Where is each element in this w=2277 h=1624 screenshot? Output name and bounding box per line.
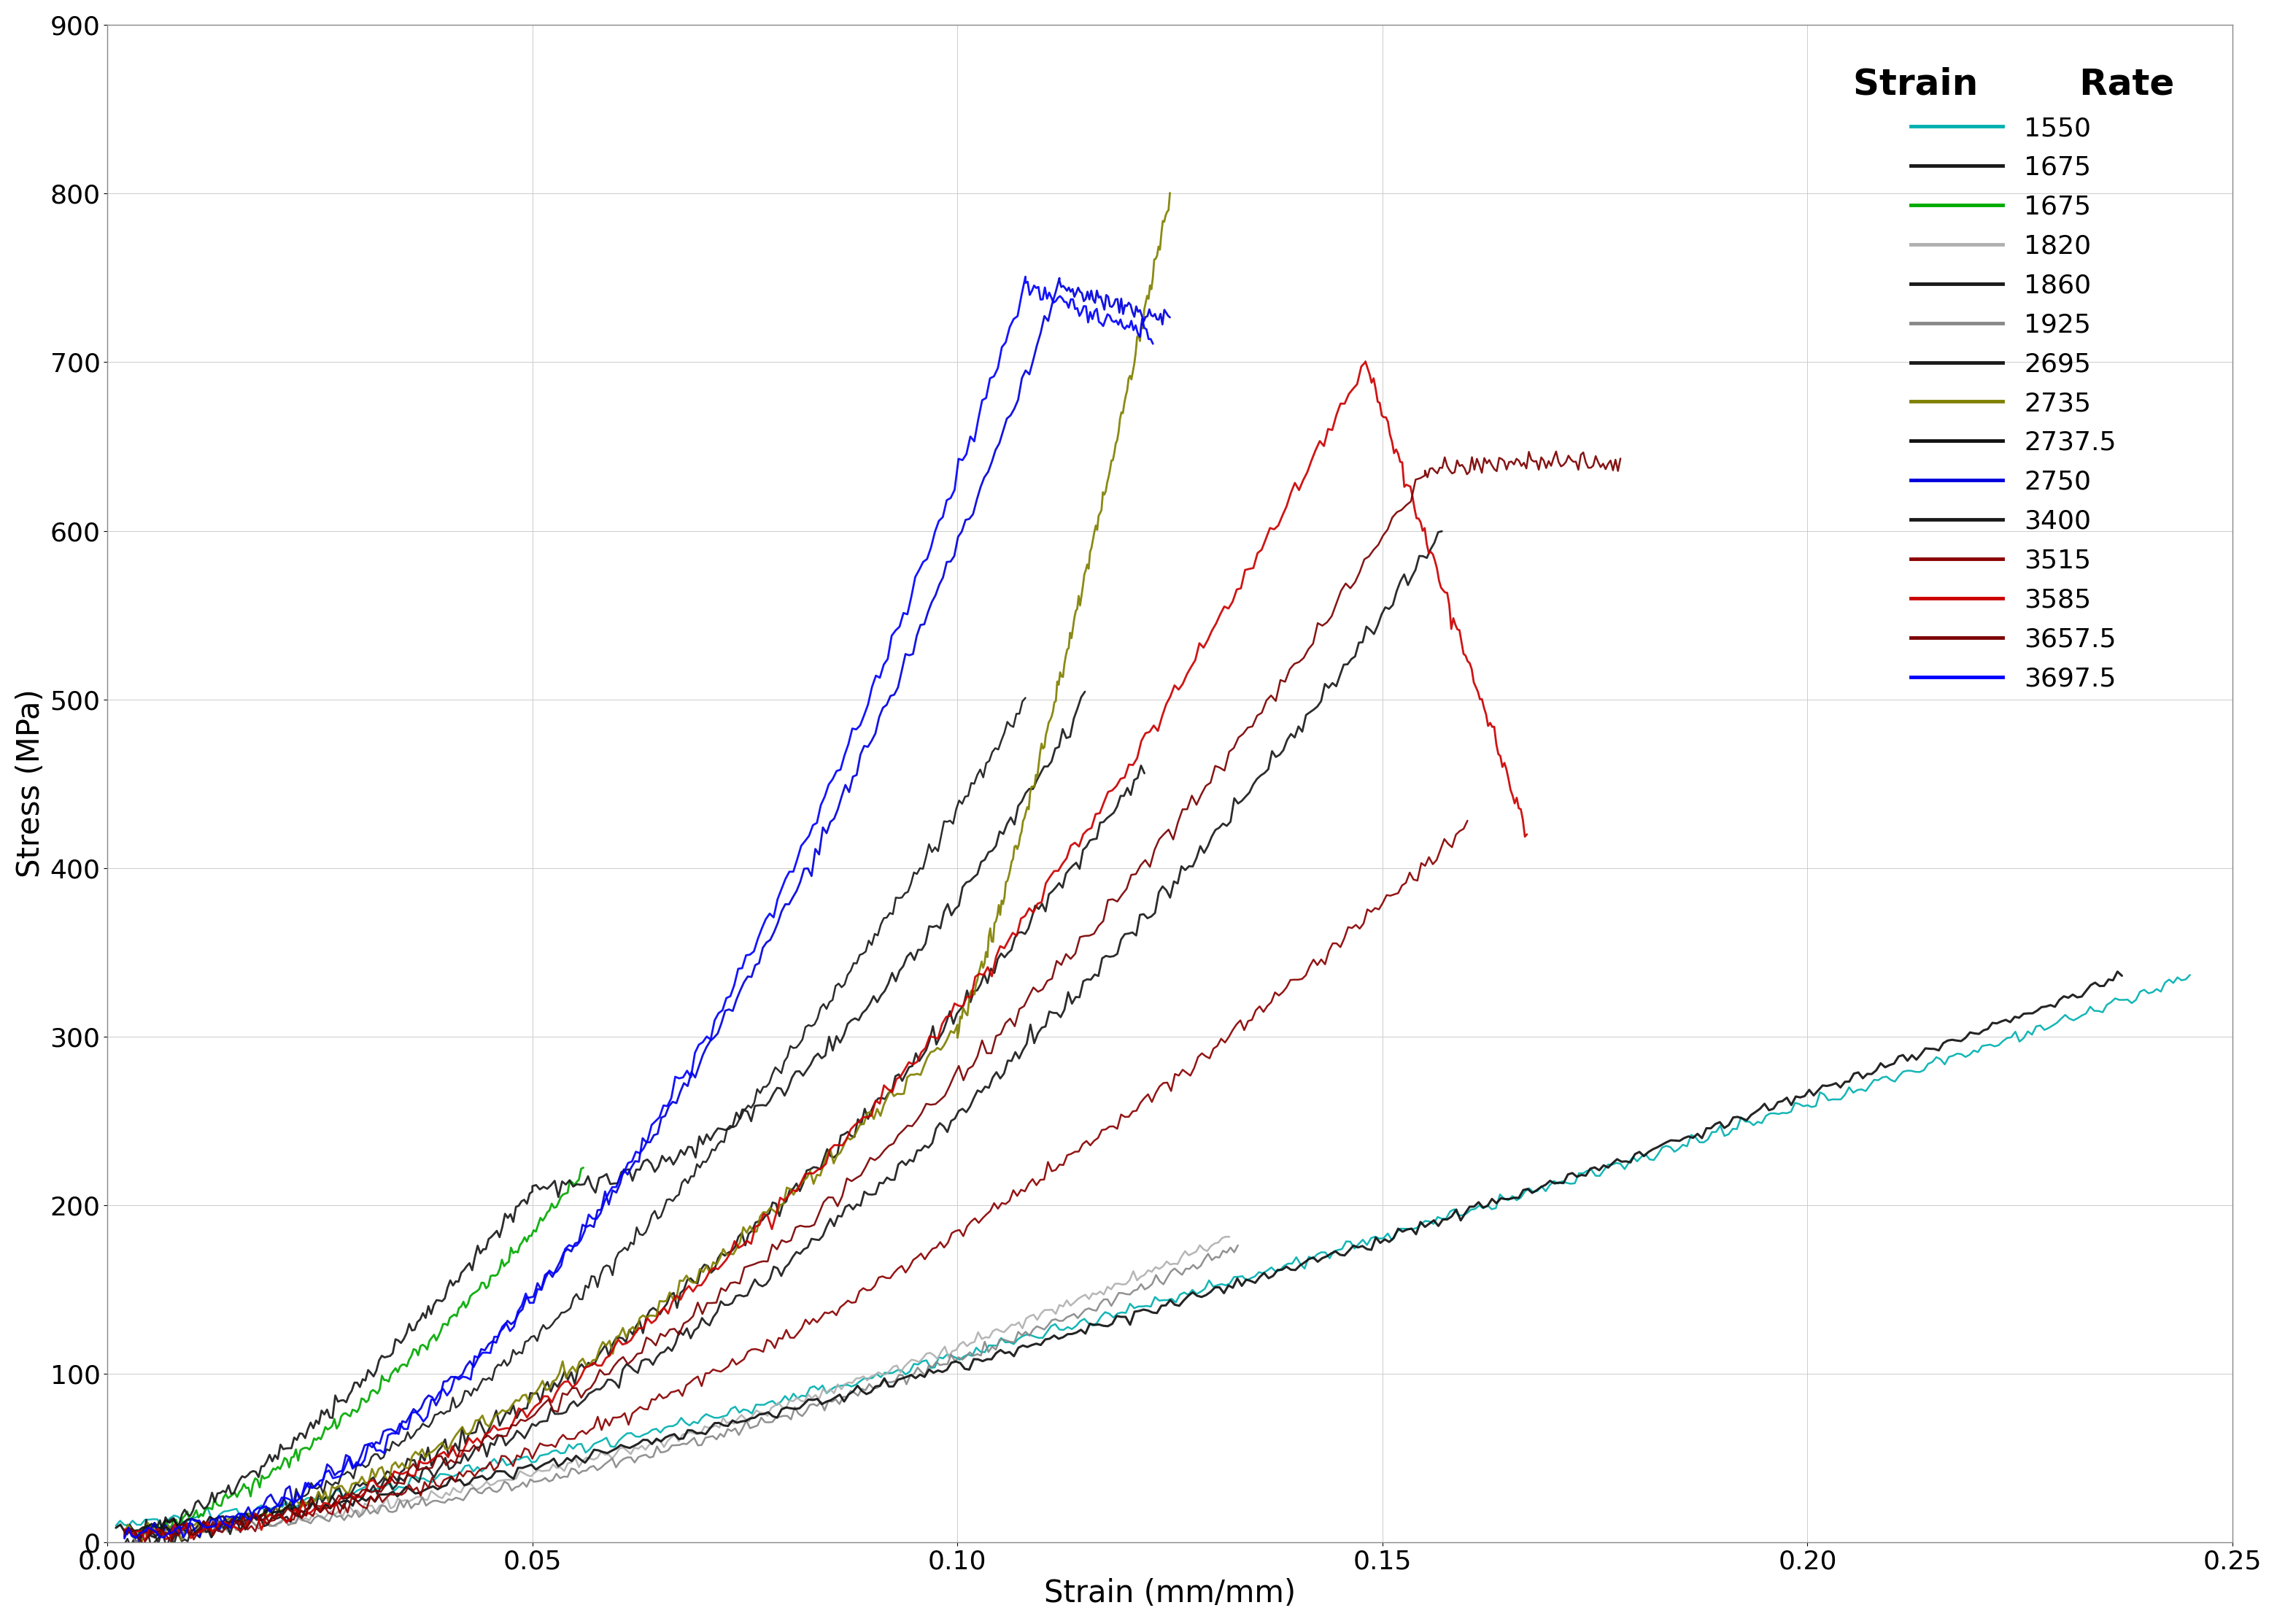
Legend: 1550, 1675, 1675, 1820, 1860, 1925, 2695, 2735, 2737.5, 2750, 3400, 3515, 3585, : 1550, 1675, 1675, 1820, 1860, 1925, 2695… (1840, 54, 2188, 705)
Y-axis label: Stress (MPa): Stress (MPa) (16, 689, 46, 879)
X-axis label: Strain (mm/mm): Strain (mm/mm) (1045, 1579, 1296, 1609)
